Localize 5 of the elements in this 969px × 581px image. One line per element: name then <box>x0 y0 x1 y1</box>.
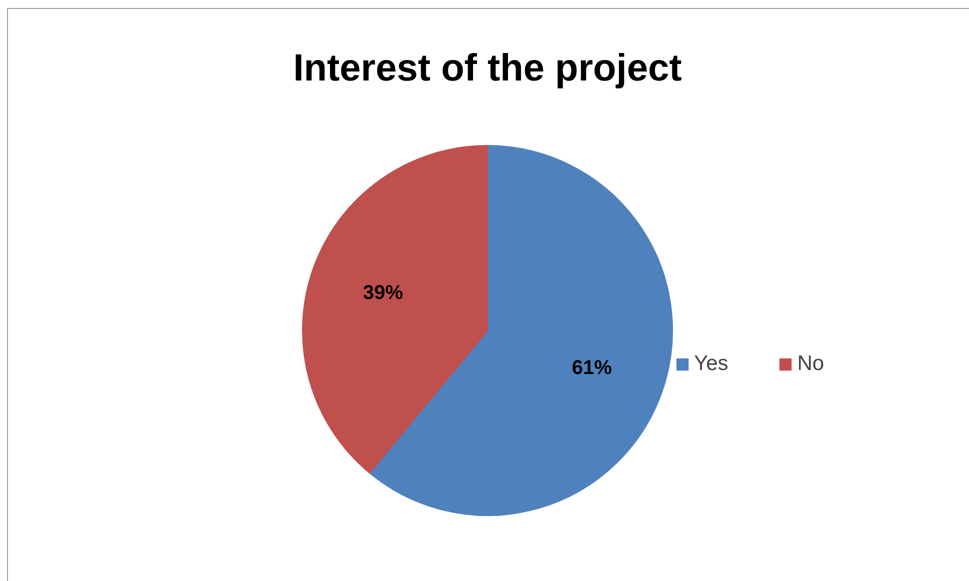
data-label: 39% <box>363 282 404 304</box>
data-label: 61% <box>572 357 612 380</box>
legend-label: Yes <box>694 352 728 376</box>
legend-label: No <box>797 352 824 376</box>
chart-title: Interest of the project <box>293 48 682 90</box>
